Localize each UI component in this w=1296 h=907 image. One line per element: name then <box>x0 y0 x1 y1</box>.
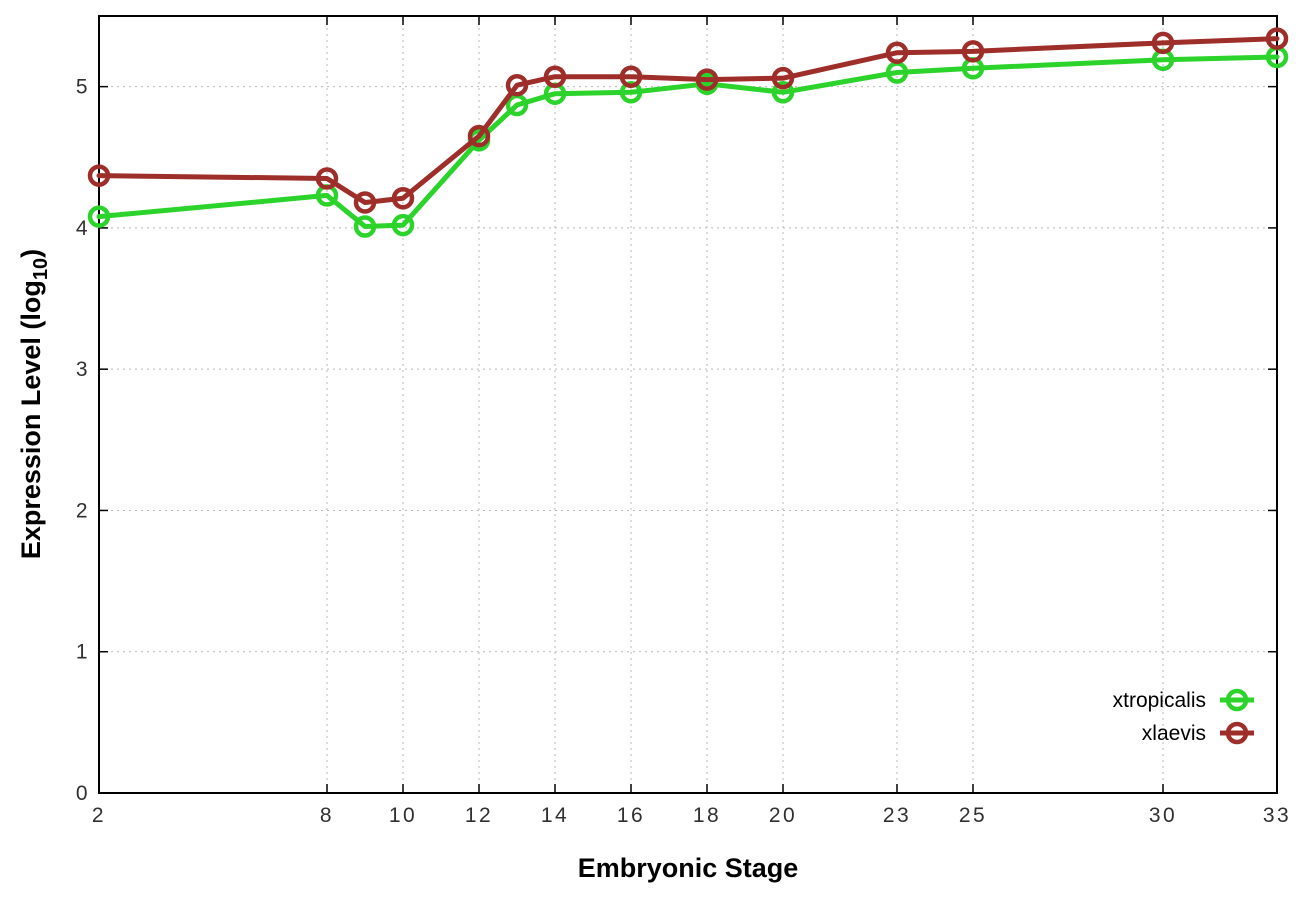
data-point-xlaevis-stage-8 <box>315 167 339 190</box>
x-tick-label-23: 23 <box>883 804 911 827</box>
data-point-xtropicalis-stage-10 <box>391 213 415 237</box>
x-tick-label-16: 16 <box>617 804 645 827</box>
x-tick-label-25: 25 <box>959 804 987 827</box>
data-point-xlaevis-stage-2 <box>87 164 111 187</box>
legend: xtropicalis xlaevis <box>1113 688 1254 745</box>
data-point-xlaevis-stage-14 <box>543 65 567 88</box>
x-tick-label-30: 30 <box>1149 804 1177 827</box>
data-point-xlaevis-stage-13 <box>505 73 529 97</box>
data-point-xtropicalis-stage-2 <box>87 205 111 228</box>
data-point-xlaevis-stage-18 <box>695 68 719 91</box>
data-point-xlaevis-stage-20 <box>771 66 795 90</box>
x-tick-label-8: 8 <box>320 804 334 827</box>
plot-border <box>98 15 1278 794</box>
y-tick-label-0: 0 <box>76 782 90 805</box>
legend-label-xlaevis: xlaevis <box>1142 722 1206 745</box>
x-tick-label-20: 20 <box>769 804 797 827</box>
series-line-xlaevis <box>96 36 1280 205</box>
series-line-xtropicalis <box>96 54 1280 229</box>
legend-marker-xtropicalis <box>1225 688 1249 712</box>
data-point-xlaevis-stage-10 <box>391 186 415 210</box>
y-axis-title: Expression Level (log10) <box>16 249 52 559</box>
data-point-xtropicalis-stage-20 <box>771 81 795 104</box>
x-tick-label-12: 12 <box>465 804 493 827</box>
data-point-xlaevis-stage-23 <box>885 41 909 64</box>
data-point-xtropicalis-stage-16 <box>619 81 643 104</box>
y-tick-label-4: 4 <box>76 217 90 240</box>
x-tick-label-14: 14 <box>541 804 569 827</box>
data-point-xlaevis-stage-9 <box>353 191 377 214</box>
y-tick-label-5: 5 <box>76 76 90 99</box>
data-point-xlaevis-stage-30 <box>1151 31 1175 55</box>
x-tick-label-18: 18 <box>693 804 721 827</box>
y-tick-label-3: 3 <box>76 358 90 381</box>
data-point-xlaevis-stage-33 <box>1265 27 1289 50</box>
data-point-xlaevis-stage-16 <box>619 65 643 88</box>
data-point-xtropicalis-stage-9 <box>353 215 377 238</box>
x-tick-label-2: 2 <box>92 804 106 827</box>
y-tick-label-2: 2 <box>76 499 90 522</box>
data-point-xlaevis-stage-12 <box>467 124 491 148</box>
legend-label-xtropicalis: xtropicalis <box>1113 689 1206 712</box>
x-tick-label-10: 10 <box>389 804 417 827</box>
x-axis-title: Embryonic Stage <box>578 853 799 883</box>
data-point-xlaevis-stage-25 <box>961 40 985 63</box>
x-tick-label-33: 33 <box>1263 804 1291 827</box>
legend-marker-xlaevis <box>1225 721 1249 745</box>
y-tick-label-1: 1 <box>76 641 90 664</box>
